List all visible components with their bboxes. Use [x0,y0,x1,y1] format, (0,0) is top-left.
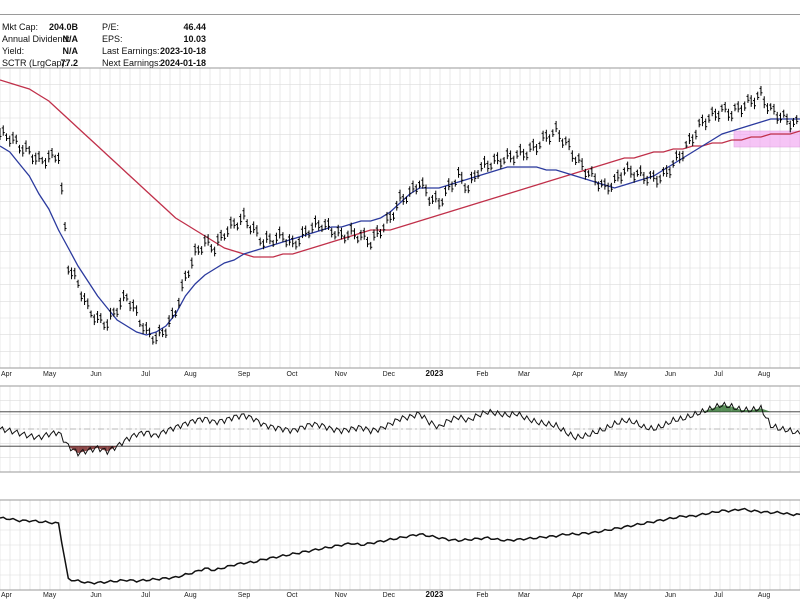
price-x-tick-label: Jul [141,371,150,378]
rs-x-tick-label: Jun [665,592,676,599]
info-label: Yield: [2,46,25,56]
rs-x-tick-label: May [614,592,628,599]
rs-x-tick-label: Jul [714,592,723,599]
rs-x-tick-label: Apr [572,592,584,599]
info-row-next-earnings: Next Earnings: 2024-01-18 [102,58,206,69]
rs-x-tick-label: Apr [1,592,13,599]
rs-x-tick-label: Jun [90,592,101,599]
info-panel: Mkt Cap: 204.0B Annual Dividend: N/A Yie… [0,22,800,70]
oscillator-oversold-fill [107,446,118,452]
rs-x-tick-label: 2023 [426,590,444,599]
info-label: Next Earnings: [102,58,162,68]
price-x-tick-label: Nov [335,371,348,378]
info-label: EPS: [102,34,123,44]
price-x-tick-label: Apr [572,371,584,378]
oscillator-overbought-fill [702,408,713,412]
info-row-eps: EPS: 10.03 [102,34,206,45]
info-row-annual-dividend: Annual Dividend: N/A [2,34,78,45]
price-x-tick-label: Jun [665,371,676,378]
price-x-tick-label: Aug [184,371,197,378]
info-label: SCTR (LrgCap): [2,58,68,68]
ma-long-line [0,79,800,258]
info-row-sctr: SCTR (LrgCap): 77.2 [2,58,78,69]
info-value: 46.44 [183,22,206,32]
price-x-tick-label: Dec [383,371,396,378]
rs-x-tick-label: Oct [287,592,298,599]
rs-x-tick-label: Feb [476,592,488,599]
info-value: 77.2 [60,58,78,68]
price-x-tick-label: Jun [90,371,101,378]
price-x-tick-label: May [614,371,628,378]
price-x-tick-label: 2023 [426,369,444,378]
info-label: Mkt Cap: [2,22,39,32]
price-x-tick-label: Aug [758,371,771,378]
oscillator-oversold-fill [68,446,79,454]
info-row-mkt-cap: Mkt Cap: 204.0B [2,22,78,33]
rs-x-tick-label: Nov [335,592,348,599]
rs-x-tick-label: Sep [238,592,251,599]
rs-x-tick-label: Aug [758,592,771,599]
rs-x-tick-label: Mar [518,592,531,599]
info-row-yield: Yield: N/A [2,46,78,57]
info-label: Annual Dividend: [2,34,71,44]
info-value: N/A [62,46,79,56]
rs-x-tick-label: May [43,592,57,599]
price-x-tick-label: May [43,371,57,378]
oscillator-overbought-fill [712,404,722,412]
rs-x-tick-label: Aug [184,592,197,599]
price-highlight-box [733,130,800,148]
price-x-tick-label: Apr [1,371,13,378]
info-row-pe: P/E: 46.44 [102,22,206,33]
info-value: 10.03 [183,34,206,44]
info-value: N/A [62,34,79,44]
price-x-tick-label: Mar [518,371,531,378]
info-row-last-earnings: Last Earnings: 2023-10-18 [102,46,206,57]
price-x-tick-label: Oct [287,371,298,378]
info-value: 204.0B [48,22,78,32]
top-toolbar [0,0,800,15]
rs-x-tick-label: Dec [383,592,396,599]
info-label: Last Earnings: [102,46,160,56]
oscillator-line [0,401,800,458]
price-x-tick-label: Feb [476,371,488,378]
info-value: 2023-10-18 [159,46,206,56]
relative-strength-line [0,507,800,585]
info-value: 2024-01-18 [159,58,206,68]
oscillator-overbought-fill [760,408,771,412]
info-label: P/E: [102,22,120,32]
price-x-tick-label: Sep [238,371,251,378]
rs-x-tick-label: Jul [141,592,150,599]
price-x-tick-label: Jul [714,371,723,378]
